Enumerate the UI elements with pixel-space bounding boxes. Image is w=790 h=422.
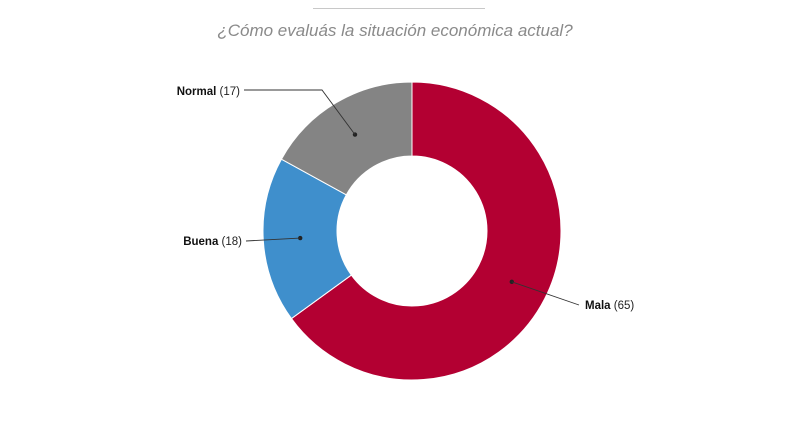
slice-labels: Mala (65) Buena (18) Normal (17): [177, 86, 635, 312]
slice-normal: [280, 81, 413, 196]
slice-label-name: Mala: [585, 300, 611, 312]
leader-lines: [244, 89, 580, 306]
slice-label-mala: Mala (65): [585, 300, 634, 312]
leader-line-buena: [245, 237, 301, 242]
slice-label-value: (18): [218, 236, 242, 248]
slice-label-name: Normal: [177, 86, 217, 98]
slice-label-buena: Buena (18): [183, 236, 242, 248]
slice-label-name: Buena: [183, 236, 219, 248]
slice-mala: [290, 81, 562, 381]
slice-label-value: (65): [611, 300, 635, 312]
slice-label-value: (17): [216, 86, 240, 98]
leader-line-mala: [511, 281, 580, 306]
top-divider: [313, 8, 485, 9]
slice-buena: [262, 158, 353, 320]
chart-title: ¿Cómo evaluás la situación económica act…: [217, 21, 573, 40]
slice-label-normal: Normal (17): [177, 86, 240, 98]
leader-line-normal: [244, 89, 356, 135]
donut-slices: [262, 81, 562, 381]
